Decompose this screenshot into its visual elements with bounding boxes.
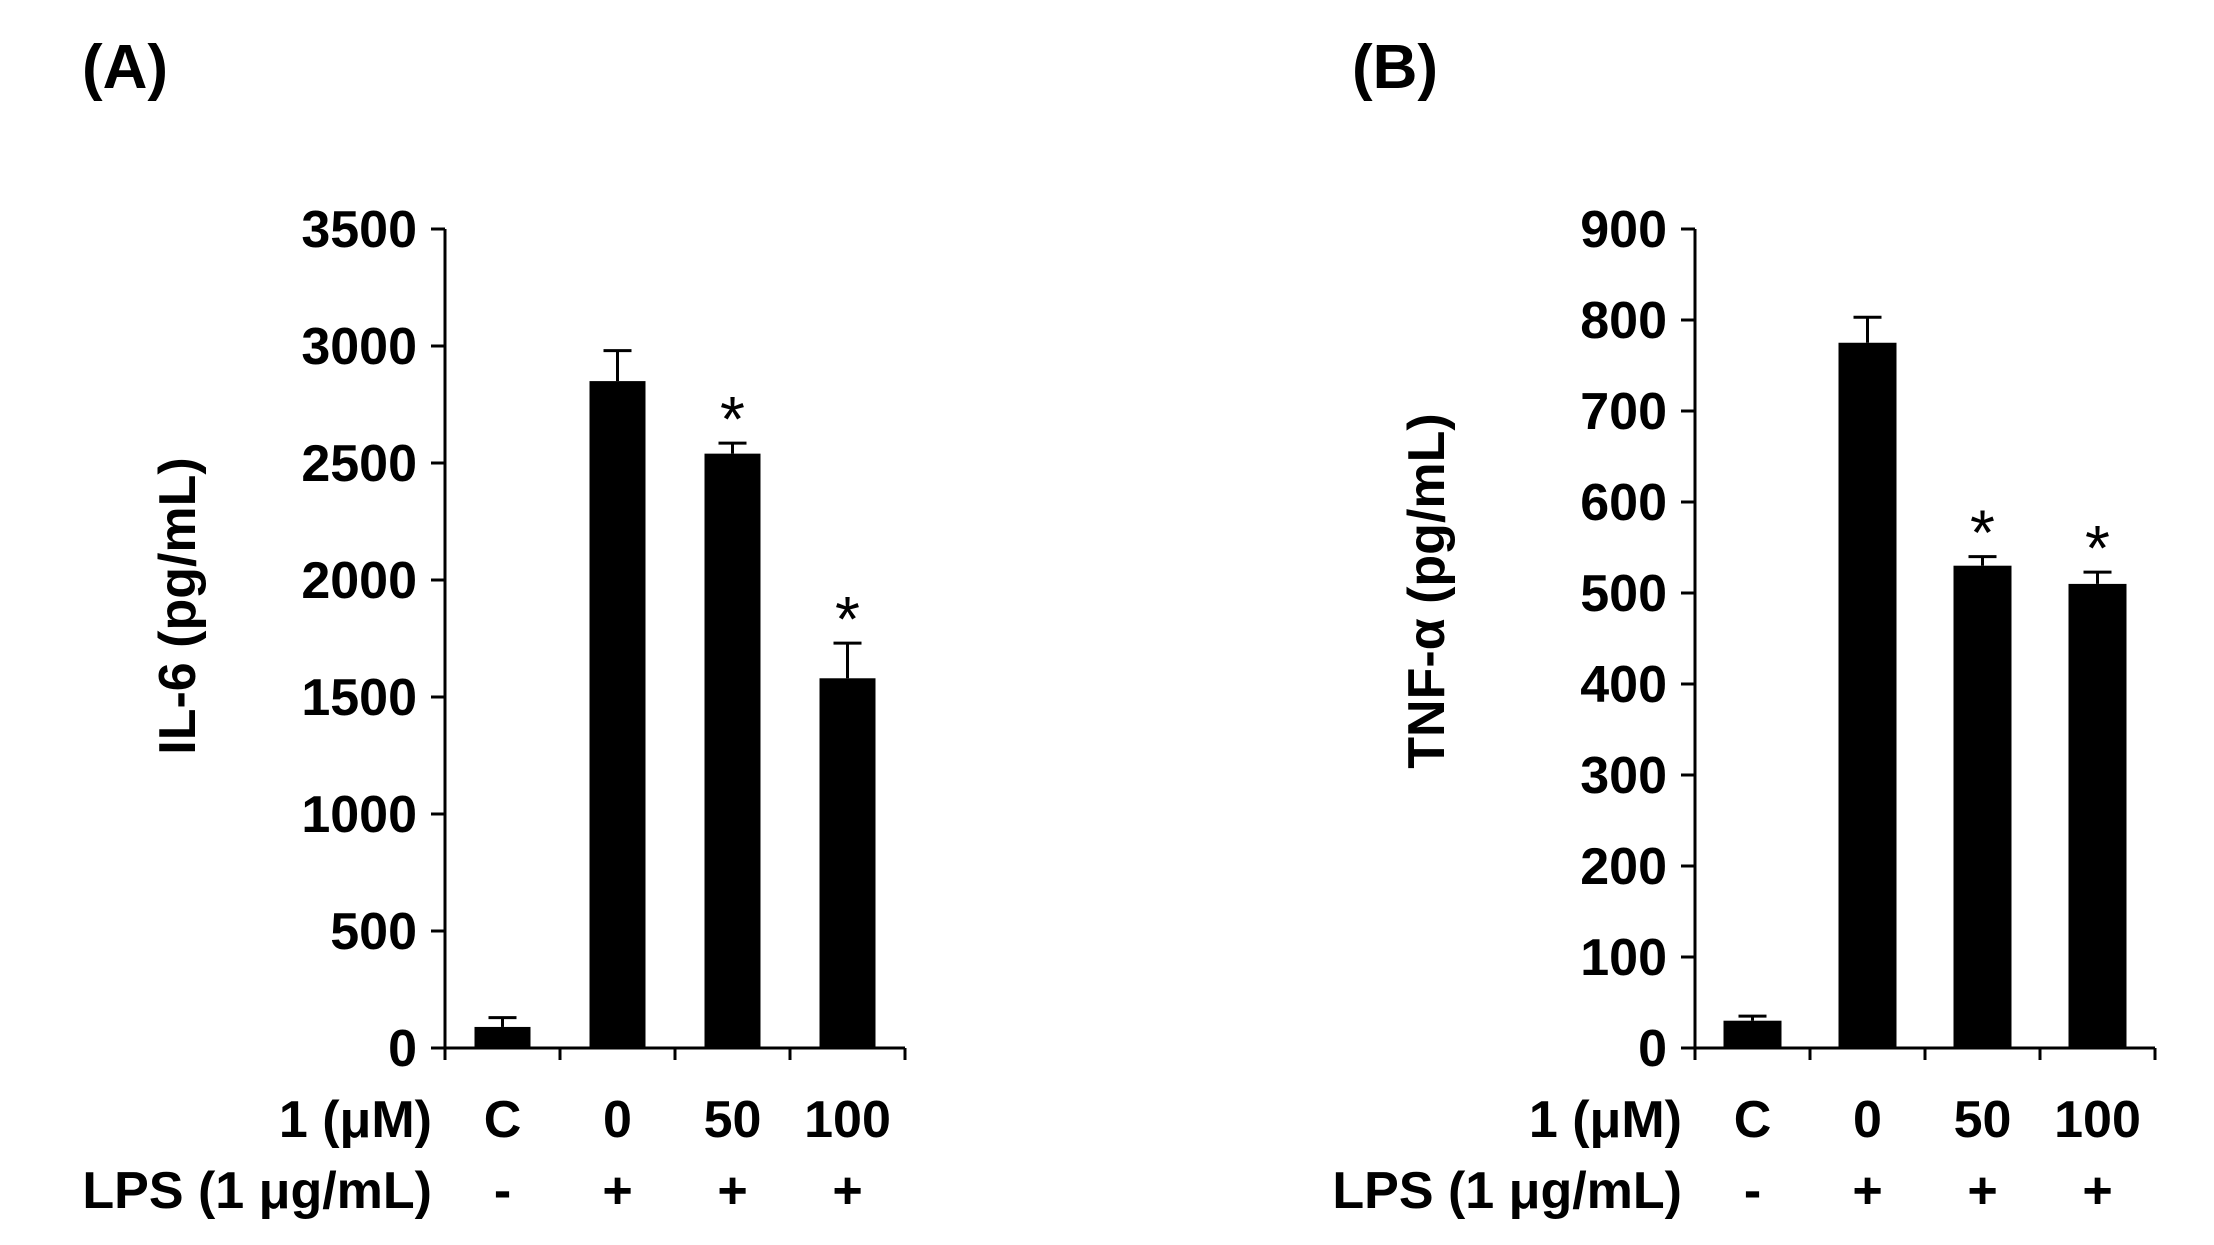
y-tick-label: 2500	[301, 435, 417, 493]
significance-marker: *	[1970, 497, 1995, 569]
y-tick-label: 0	[1638, 1020, 1667, 1078]
bar	[1723, 1020, 1782, 1048]
x-tick-label: 0	[603, 1091, 632, 1149]
bar	[1838, 342, 1897, 1048]
x-tick-label: 50	[1954, 1091, 2012, 1149]
y-tick-label: 500	[330, 903, 417, 961]
bar	[704, 453, 761, 1048]
x-tick-label: 100	[804, 1091, 891, 1149]
lps-label: -	[494, 1162, 511, 1220]
y-tick-label: 2000	[301, 552, 417, 610]
y-tick-label: 100	[1580, 929, 1667, 987]
bar	[2068, 583, 2127, 1048]
panel-label: (B)	[1352, 33, 1438, 102]
y-tick-label: 800	[1580, 292, 1667, 350]
x-tick-label: 100	[2054, 1091, 2141, 1149]
y-tick-label: 300	[1580, 747, 1667, 805]
x-tick-label: 50	[704, 1091, 762, 1149]
y-axis: 0 100 200 300 400 500 600 700 800 900	[1580, 201, 1697, 1078]
bar-group: **	[1723, 315, 2127, 1048]
y-tick-label: 600	[1580, 474, 1667, 532]
bar	[819, 678, 876, 1048]
y-tick-label: 3000	[301, 318, 417, 376]
y-tick-label: 3500	[301, 201, 417, 259]
bar	[589, 381, 646, 1049]
bar-group: **	[474, 349, 876, 1049]
chart-panel-b: (B) TNF-α (pg/mL) 1 (μM) LPS (1 μg/mL) 0…	[1332, 33, 2157, 1220]
significance-marker: *	[835, 583, 860, 655]
y-axis-title: TNF-α (pg/mL)	[1398, 413, 1456, 768]
lps-label: +	[1852, 1162, 1882, 1220]
y-tick-label: 400	[1580, 656, 1667, 714]
lps-label: +	[717, 1162, 747, 1220]
x-row1-label: 1 (μM)	[279, 1091, 432, 1149]
y-axis-title: IL-6 (pg/mL)	[149, 457, 207, 755]
bar	[1953, 565, 2012, 1048]
y-tick-label: 900	[1580, 201, 1667, 259]
chart-panel-a: (A) IL-6 (pg/mL) 1 (μM) LPS (1 μg/mL) 0 5…	[82, 33, 907, 1220]
x-axis: C - 0 +50 +100 +	[1693, 1046, 2157, 1220]
lps-label: -	[1744, 1162, 1761, 1220]
x-row2-label: LPS (1 μg/mL)	[1332, 1162, 1682, 1220]
significance-marker: *	[2085, 512, 2110, 584]
x-tick-label: 0	[1853, 1091, 1882, 1149]
lps-label: +	[832, 1162, 862, 1220]
x-axis: C - 0 +50 +100 +	[443, 1046, 907, 1220]
x-row1-label: 1 (μM)	[1529, 1091, 1682, 1149]
significance-marker: *	[720, 383, 745, 455]
y-tick-label: 1000	[301, 786, 417, 844]
y-tick-label: 0	[388, 1020, 417, 1078]
x-row2-label: LPS (1 μg/mL)	[82, 1162, 432, 1220]
lps-label: +	[2082, 1162, 2112, 1220]
y-tick-label: 700	[1580, 383, 1667, 441]
y-tick-label: 1500	[301, 669, 417, 727]
x-tick-label: C	[1734, 1091, 1772, 1149]
lps-label: +	[602, 1162, 632, 1220]
y-tick-label: 200	[1580, 838, 1667, 896]
x-tick-label: C	[484, 1091, 522, 1149]
y-axis: 0 500 1000 1500 2000 2500 3000 3500	[301, 201, 447, 1078]
bar	[474, 1026, 531, 1048]
y-tick-label: 500	[1580, 565, 1667, 623]
lps-label: +	[1967, 1162, 1997, 1220]
panel-label: (A)	[82, 33, 168, 102]
